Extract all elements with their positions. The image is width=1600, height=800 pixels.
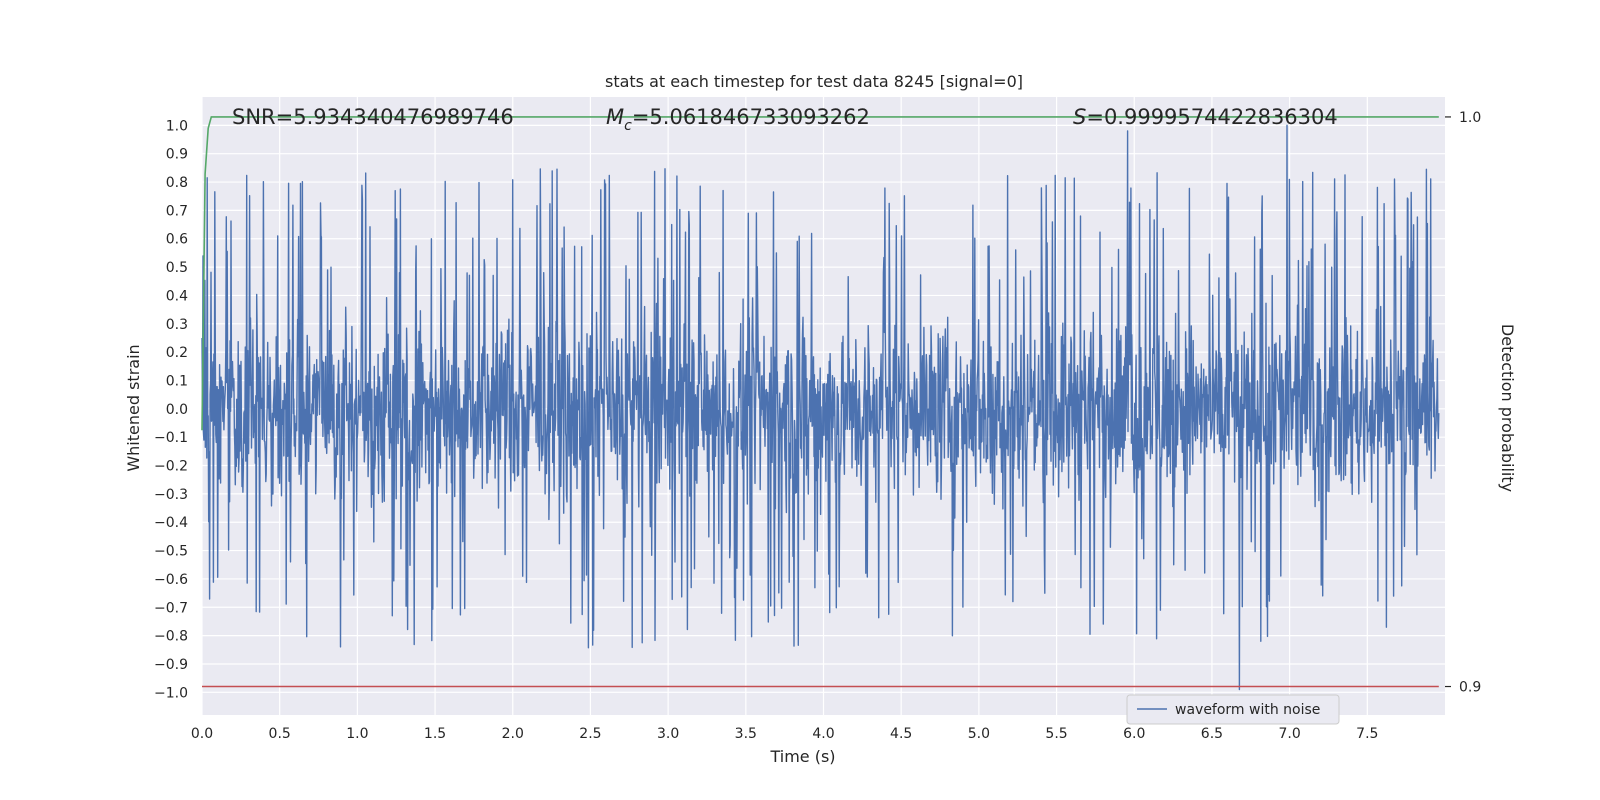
y2-axis-title: Detection probability (1498, 324, 1517, 492)
y2-tick-label: 0.9 (1459, 680, 1481, 696)
y-tick-label: −0.5 (154, 544, 188, 560)
x-tick-label: 5.0 (968, 726, 990, 742)
y-tick-label: 0.4 (166, 288, 188, 304)
y-tick-label: 0.2 (166, 345, 188, 361)
x-tick-label: 1.5 (424, 726, 446, 742)
s-symbol: S (1073, 105, 1086, 129)
x-tick-label: 0.0 (191, 726, 213, 742)
snr-annotation: SNR=5.934340476989746 (232, 105, 514, 129)
y-tick-label: −0.4 (154, 515, 188, 531)
x-tick-label: 4.5 (890, 726, 912, 742)
waveform-with-noise-line (201, 124, 1440, 691)
x-tick-label: 7.0 (1278, 726, 1300, 742)
x-axis-title: Time (s) (769, 747, 835, 766)
y-tick-label: 0.0 (166, 402, 188, 418)
legend: waveform with noise (1126, 694, 1340, 725)
chart-title: stats at each timestep for test data 824… (605, 72, 1023, 91)
y-tick-label: 1.0 (166, 118, 188, 134)
y-tick-label: 0.8 (166, 175, 188, 191)
waveform-series (201, 124, 1440, 691)
y-tick-label: 0.6 (166, 232, 188, 248)
y-tick-label: −1.0 (154, 685, 188, 701)
y-axis-title: Whitened strain (124, 344, 143, 471)
detection-probability-line (201, 116, 1439, 431)
y-tick-label: 0.9 (166, 147, 188, 163)
mc-value: =5.061846733093262 (632, 105, 870, 129)
x-tick-label: 7.5 (1356, 726, 1378, 742)
y-tick-label: −0.3 (154, 487, 188, 503)
y-tick-label: −0.1 (154, 430, 188, 446)
x-tick-label: 3.0 (657, 726, 679, 742)
y-tick-label: 0.3 (166, 317, 188, 333)
x-tick-label: 6.0 (1123, 726, 1145, 742)
x-tick-label: 1.0 (346, 726, 368, 742)
y-tick-label: 0.1 (166, 373, 188, 389)
y-tick-label: −0.8 (154, 629, 188, 645)
mc-symbol: M (606, 105, 624, 129)
x-tick-label: 5.5 (1045, 726, 1067, 742)
chirp-mass-annotation: Mc=5.061846733093262 (606, 105, 870, 134)
y-axis-ticks: 1.0 0.9 0.8 0.7 0.6 0.5 0.4 0.3 0.2 0.1 0.0 −0.1 −0.… (154, 118, 188, 701)
y-tick-label: −0.2 (154, 459, 188, 475)
legend-box (1126, 694, 1340, 725)
x-tick-label: 3.5 (735, 726, 757, 742)
y-tick-label: −0.7 (154, 600, 188, 616)
y-tick-label: −0.9 (154, 657, 188, 673)
mc-subscript: c (624, 118, 632, 134)
x-tick-label: 6.5 (1201, 726, 1223, 742)
y2-tick-label: 1.0 (1459, 110, 1481, 126)
y-tick-label: 0.7 (166, 203, 188, 219)
x-tick-label: 2.5 (579, 726, 601, 742)
x-axis-ticks: 0.0 0.5 1.0 1.5 2.0 2.5 3.0 3.5 4.0 4.5 5.0 5.5 6.0 6… (191, 726, 1379, 742)
significance-annotation: S=0.9999574422836304 (1073, 105, 1338, 129)
x-tick-label: 4.0 (812, 726, 834, 742)
s-value: =0.9999574422836304 (1086, 105, 1337, 129)
y-tick-label: −0.6 (154, 572, 188, 588)
x-tick-label: 0.5 (269, 726, 291, 742)
x-tick-label: 2.0 (502, 726, 524, 742)
y2-axis-ticks: 1.0 0.9 (1445, 110, 1481, 696)
y-tick-label: 0.5 (166, 260, 188, 276)
legend-label: waveform with noise (1175, 702, 1320, 718)
